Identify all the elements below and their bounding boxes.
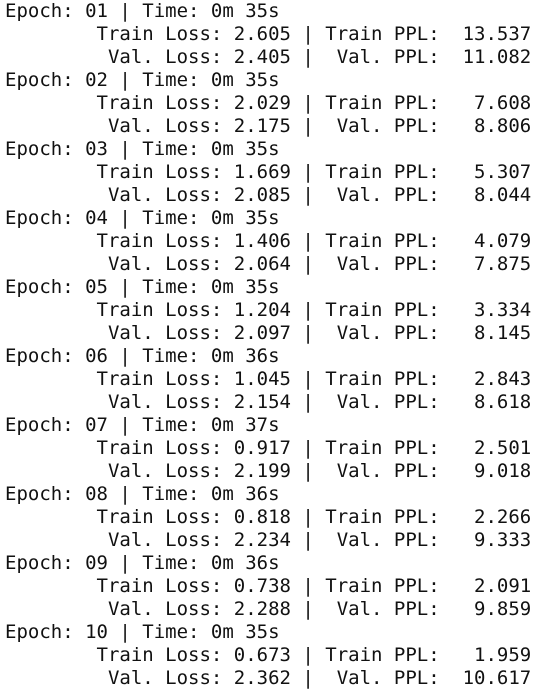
log-line-val-07: Val. Loss: 2.199 | Val. PPL: 9.018	[5, 460, 532, 482]
log-line-epoch-02: Epoch: 02 | Time: 0m 35s	[5, 69, 280, 91]
log-line-epoch-01: Epoch: 01 | Time: 0m 35s	[5, 0, 280, 22]
log-line-epoch-07: Epoch: 07 | Time: 0m 37s	[5, 414, 280, 436]
log-line-epoch-03: Epoch: 03 | Time: 0m 35s	[5, 138, 280, 160]
log-line-val-09: Val. Loss: 2.288 | Val. PPL: 9.859	[5, 598, 532, 620]
log-line-train-08: Train Loss: 0.818 | Train PPL: 2.266	[5, 506, 532, 528]
log-line-epoch-04: Epoch: 04 | Time: 0m 35s	[5, 207, 280, 229]
log-line-epoch-08: Epoch: 08 | Time: 0m 36s	[5, 483, 280, 505]
log-line-val-06: Val. Loss: 2.154 | Val. PPL: 8.618	[5, 391, 532, 413]
log-line-train-07: Train Loss: 0.917 | Train PPL: 2.501	[5, 437, 532, 459]
log-line-val-03: Val. Loss: 2.085 | Val. PPL: 8.044	[5, 184, 532, 206]
log-line-val-08: Val. Loss: 2.234 | Val. PPL: 9.333	[5, 529, 532, 551]
log-line-train-04: Train Loss: 1.406 | Train PPL: 4.079	[5, 230, 532, 252]
log-line-train-10: Train Loss: 0.673 | Train PPL: 1.959	[5, 644, 532, 666]
log-line-val-10: Val. Loss: 2.362 | Val. PPL: 10.617	[5, 667, 532, 689]
log-line-epoch-09: Epoch: 09 | Time: 0m 36s	[5, 552, 280, 574]
log-line-val-04: Val. Loss: 2.064 | Val. PPL: 7.875	[5, 253, 532, 275]
log-line-train-05: Train Loss: 1.204 | Train PPL: 3.334	[5, 299, 532, 321]
log-line-train-03: Train Loss: 1.669 | Train PPL: 5.307	[5, 161, 532, 183]
log-line-epoch-06: Epoch: 06 | Time: 0m 36s	[5, 345, 280, 367]
log-line-epoch-05: Epoch: 05 | Time: 0m 35s	[5, 276, 280, 298]
log-line-epoch-10: Epoch: 10 | Time: 0m 35s	[5, 621, 280, 643]
log-line-train-02: Train Loss: 2.029 | Train PPL: 7.608	[5, 92, 532, 114]
log-line-val-02: Val. Loss: 2.175 | Val. PPL: 8.806	[5, 115, 532, 137]
log-line-train-09: Train Loss: 0.738 | Train PPL: 2.091	[5, 575, 532, 597]
log-line-train-01: Train Loss: 2.605 | Train PPL: 13.537	[5, 23, 532, 45]
log-line-train-06: Train Loss: 1.045 | Train PPL: 2.843	[5, 368, 532, 390]
log-line-val-01: Val. Loss: 2.405 | Val. PPL: 11.082	[5, 46, 532, 68]
log-line-val-05: Val. Loss: 2.097 | Val. PPL: 8.145	[5, 322, 532, 344]
